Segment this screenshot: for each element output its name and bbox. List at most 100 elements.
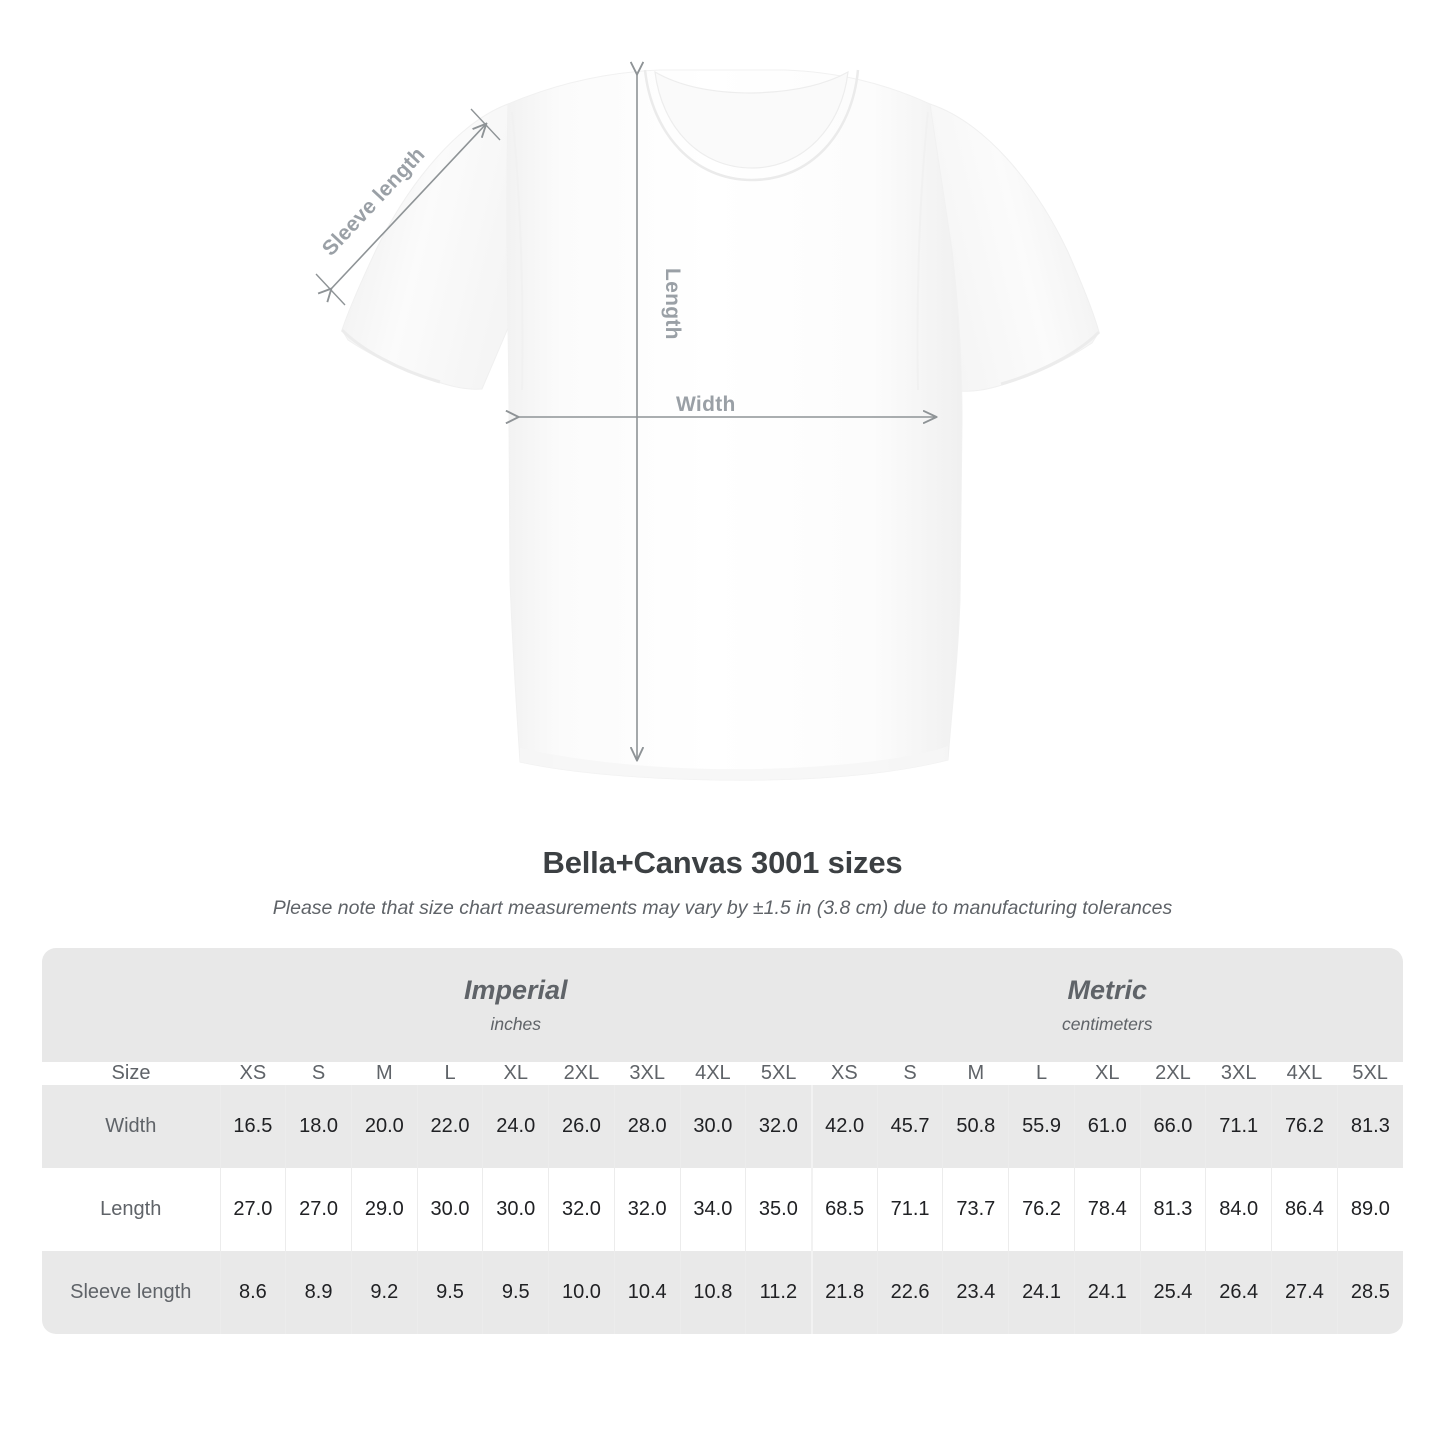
cell-length-imperial-s: 27.0 <box>285 1168 352 1251</box>
cell-width-imperial-xs: 16.5 <box>219 1085 286 1168</box>
size-header-imperial-m: M <box>375 1062 393 1084</box>
cell-sleeve-metric-4xl: 27.4 <box>1271 1251 1338 1334</box>
cell-width-metric-xl: 61.0 <box>1073 1085 1141 1168</box>
cell-sleeve-metric-5xl: 28.5 <box>1336 1251 1404 1334</box>
cell-sleeve-imperial-3xl: 10.4 <box>613 1251 681 1334</box>
tolerance-note: Please note that size chart measurements… <box>272 897 1173 919</box>
right-cuff <box>1000 330 1101 386</box>
column-header-size: Size <box>111 1062 151 1084</box>
cell-sleeve-metric-m: 23.4 <box>942 1251 1009 1334</box>
left-cuff <box>340 328 441 384</box>
cell-length-imperial-xs: 27.0 <box>219 1168 286 1251</box>
size-chart-table: Imperial inches Metric centimeters Size … <box>42 948 1404 1334</box>
size-header-metric-2xl: 2XL <box>1155 1062 1191 1084</box>
size-header-metric-m: M <box>967 1062 985 1084</box>
cell-length-imperial-4xl: 34.0 <box>679 1168 746 1251</box>
cell-width-imperial-4xl: 30.0 <box>679 1085 746 1168</box>
size-header-row: Size XS S M L XL 2XL 3XL 4XL 5XL XS S M … <box>42 1062 1403 1085</box>
size-header-metric-3xl: 3XL <box>1220 1062 1257 1084</box>
row-label-width: Width <box>42 1085 220 1168</box>
cell-length-imperial-m: 29.0 <box>350 1168 418 1251</box>
tshirt-graphic <box>340 69 1101 781</box>
imperial-sub: inches <box>490 1013 542 1034</box>
cell-length-imperial-2xl: 32.0 <box>548 1168 615 1251</box>
cell-width-metric-l: 55.9 <box>1008 1085 1075 1168</box>
cell-sleeve-metric-2xl: 25.4 <box>1139 1251 1206 1334</box>
cell-width-imperial-2xl: 26.0 <box>548 1085 615 1168</box>
sleeve-tick-end <box>470 108 501 141</box>
size-header-metric-xl: XL <box>1095 1062 1120 1084</box>
cell-width-imperial-m: 20.0 <box>350 1085 418 1168</box>
cell-length-metric-5xl: 89.0 <box>1336 1168 1404 1251</box>
table-row-width: Width 16.5 18.0 20.0 22.0 24.0 26.0 28.0… <box>42 1085 1404 1168</box>
size-header-imperial-xs: XS <box>239 1062 267 1084</box>
cell-sleeve-imperial-m: 9.2 <box>350 1251 418 1334</box>
page-title: Bella+Canvas 3001 sizes <box>542 845 903 880</box>
cell-sleeve-metric-l: 24.1 <box>1008 1251 1075 1334</box>
cell-sleeve-imperial-l: 9.5 <box>416 1251 483 1334</box>
cell-width-metric-m: 50.8 <box>942 1085 1009 1168</box>
cell-sleeve-imperial-4xl: 10.8 <box>679 1251 746 1334</box>
cell-length-metric-m: 73.7 <box>942 1168 1009 1251</box>
cell-sleeve-metric-xl: 24.1 <box>1073 1251 1141 1334</box>
sleeve-tick-start <box>315 273 346 306</box>
row-label-sleeve-length: Sleeve length <box>42 1251 220 1334</box>
unit-banner-row: Imperial inches Metric centimeters <box>42 948 1404 1062</box>
left-shoulder-seam <box>511 111 524 391</box>
table-row-length: Length 27.0 27.0 29.0 30.0 30.0 32.0 32.… <box>42 1168 1404 1251</box>
size-header-metric-l: L <box>1035 1062 1048 1084</box>
size-header-metric-4xl: 4XL <box>1286 1062 1323 1084</box>
width-label: Width <box>676 393 736 416</box>
cell-sleeve-imperial-xs: 8.6 <box>219 1251 286 1334</box>
cell-length-metric-xl: 78.4 <box>1073 1168 1141 1251</box>
collar <box>654 70 849 169</box>
metric-name: Metric <box>1067 975 1148 1006</box>
size-header-imperial-xl: XL <box>503 1062 528 1084</box>
sleeve-arrow <box>331 124 486 289</box>
cell-length-imperial-3xl: 32.0 <box>613 1168 681 1251</box>
cell-width-metric-s: 45.7 <box>876 1085 943 1168</box>
unit-banner-spacer <box>42 948 220 1062</box>
cell-length-imperial-xl: 30.0 <box>482 1168 549 1251</box>
cell-width-metric-5xl: 81.3 <box>1336 1085 1404 1168</box>
right-sleeve <box>921 103 1100 392</box>
metric-sub: centimeters <box>1062 1013 1153 1034</box>
length-label: Length <box>661 268 684 340</box>
cell-width-metric-3xl: 71.1 <box>1205 1085 1272 1168</box>
shirt-body <box>506 69 963 781</box>
size-header-imperial-l: L <box>444 1062 456 1084</box>
cell-length-metric-s: 71.1 <box>876 1168 943 1251</box>
cell-length-imperial-5xl: 35.0 <box>745 1168 812 1251</box>
cell-width-imperial-s: 18.0 <box>285 1085 352 1168</box>
cell-sleeve-imperial-s: 8.9 <box>285 1251 352 1334</box>
cell-length-metric-l: 76.2 <box>1008 1168 1075 1251</box>
cell-width-imperial-5xl: 32.0 <box>745 1085 812 1168</box>
cell-width-metric-2xl: 66.0 <box>1139 1085 1206 1168</box>
size-header-metric-s: S <box>903 1062 917 1084</box>
cell-width-imperial-3xl: 28.0 <box>613 1085 681 1168</box>
unit-banner-imperial: Imperial inches <box>220 948 812 1062</box>
size-header-imperial-2xl: 2XL <box>563 1062 600 1084</box>
size-header-imperial-5xl: 5XL <box>760 1062 797 1084</box>
cell-length-imperial-l: 30.0 <box>416 1168 483 1251</box>
cell-sleeve-metric-s: 22.6 <box>876 1251 943 1334</box>
cell-width-imperial-xl: 24.0 <box>482 1085 549 1168</box>
left-sleeve <box>341 103 521 390</box>
cell-length-metric-4xl: 86.4 <box>1271 1168 1338 1251</box>
table-row-sleeve-length: Sleeve length 8.6 8.9 9.2 9.5 9.5 10.0 1… <box>42 1251 1404 1334</box>
imperial-name: Imperial <box>463 975 568 1006</box>
cell-width-imperial-l: 22.0 <box>416 1085 483 1168</box>
row-label-length: Length <box>42 1168 220 1251</box>
size-header-imperial-s: S <box>311 1062 326 1084</box>
cell-sleeve-metric-3xl: 26.4 <box>1205 1251 1272 1334</box>
cell-width-metric-4xl: 76.2 <box>1271 1085 1338 1168</box>
size-header-imperial-4xl: 4XL <box>695 1062 731 1084</box>
unit-banner-metric: Metric centimeters <box>811 948 1404 1062</box>
cell-length-metric-2xl: 81.3 <box>1139 1168 1206 1251</box>
right-shoulder-seam <box>916 111 929 391</box>
collar-outline <box>643 69 860 182</box>
cell-length-metric-xs: 68.5 <box>810 1168 878 1251</box>
bottom-hem <box>520 746 948 781</box>
cell-sleeve-imperial-2xl: 10.0 <box>548 1251 615 1334</box>
size-header-metric-5xl: 5XL <box>1352 1062 1388 1084</box>
